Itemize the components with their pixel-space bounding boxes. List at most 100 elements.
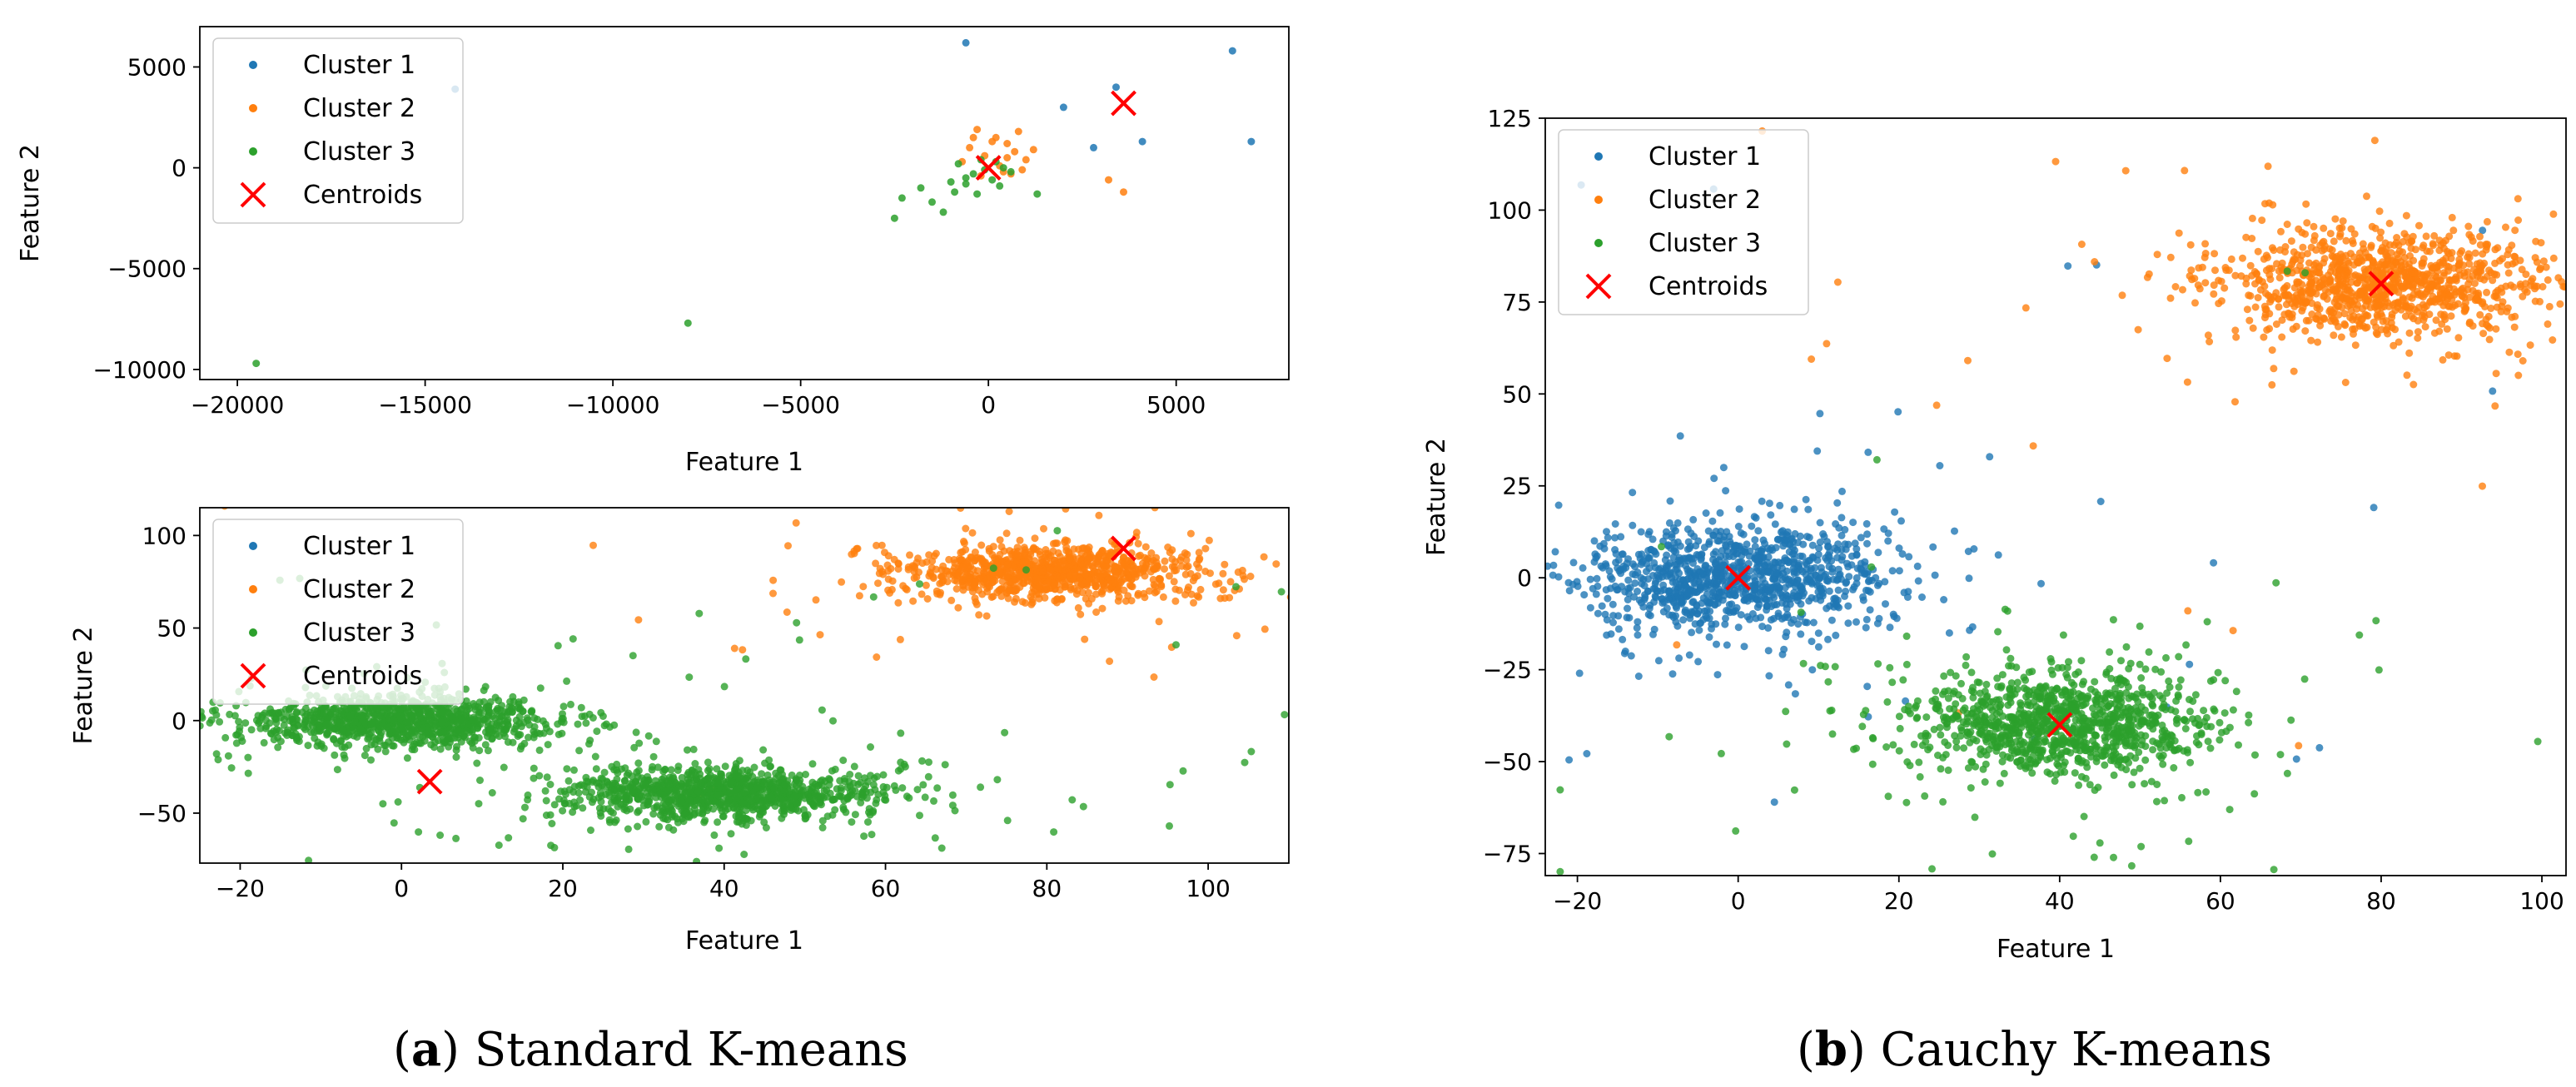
cluster-2-point (1013, 544, 1022, 552)
cluster-3-point (214, 756, 222, 764)
cluster-2-point (2195, 264, 2203, 272)
cluster-1-point (1733, 549, 1742, 558)
cluster-2-point (2217, 297, 2225, 305)
cluster-2-point (2519, 292, 2527, 300)
cluster-3-point (818, 706, 826, 714)
cluster-1-point (1592, 590, 1600, 598)
cluster-2-point (1032, 590, 1041, 598)
cluster-3-point (725, 772, 734, 780)
cluster-3-point (302, 717, 311, 725)
cluster-3-point (941, 761, 949, 769)
x-axis-label: Feature 1 (685, 926, 803, 955)
cluster-2-point (2405, 349, 2414, 357)
points-group (1545, 127, 2566, 876)
cluster-3-point (879, 771, 888, 779)
cluster-1-point (1900, 588, 1908, 597)
cluster-2-point (2331, 215, 2340, 223)
cluster-3-point (359, 717, 367, 725)
cluster-1-point (1913, 562, 1922, 570)
cluster-2-point (1092, 608, 1101, 616)
cluster-3-point (451, 705, 460, 713)
cluster-1-point (1888, 567, 1897, 575)
cluster-1-point (1788, 619, 1795, 627)
cluster-3-point (394, 798, 402, 806)
cluster-2-point (995, 568, 1003, 577)
cluster-1-point (1758, 547, 1766, 555)
cluster-3-point (159, 736, 167, 743)
cluster-1-point (1866, 606, 1874, 614)
cluster-3-point (476, 777, 484, 784)
cluster-2-point (2465, 293, 2474, 301)
cluster-1-point (1897, 517, 1905, 525)
cluster-2-point (2432, 316, 2440, 325)
cluster-1-point (1824, 635, 1832, 643)
cluster-3-point (644, 732, 653, 740)
cluster-3-point (510, 697, 518, 706)
cluster-1-point (1808, 638, 1816, 646)
cluster-3-point (560, 787, 569, 796)
cluster-2-point (2201, 240, 2210, 248)
cluster-3-point (684, 319, 692, 327)
cluster-2-point (1005, 508, 1013, 515)
cluster-3-point (515, 712, 524, 721)
cluster-1-point (1824, 542, 1833, 550)
cluster-1-point (1676, 432, 1684, 440)
cluster-2-point (2421, 323, 2429, 331)
cluster-3-point (739, 789, 748, 797)
cluster-3-point (574, 720, 582, 728)
cluster-3-point (634, 808, 642, 816)
cluster-3-point (918, 757, 926, 765)
cluster-2-point (1156, 575, 1165, 583)
cluster-3-point (714, 779, 723, 787)
cluster-2-point (2519, 357, 2527, 365)
cluster-3-point (351, 725, 359, 733)
cluster-2-point (1141, 543, 1150, 551)
cluster-3-point (699, 796, 707, 804)
cluster-1-point (1817, 596, 1825, 604)
cluster-3-point (367, 741, 375, 749)
cluster-1-point (1825, 587, 1833, 595)
cluster-2-point (2201, 279, 2210, 287)
cluster-3-point (948, 802, 957, 810)
cluster-2-point (965, 578, 973, 587)
cluster-2-point (1062, 536, 1070, 544)
cluster-2-point (939, 572, 947, 580)
cluster-2-point (1012, 594, 1020, 603)
cluster-3-point (697, 781, 705, 789)
cluster-3-point (925, 758, 932, 767)
cluster-3-point (718, 807, 726, 815)
cluster-1-point (1549, 571, 1557, 579)
cluster-3-point (455, 727, 462, 735)
cluster-2-point (2091, 258, 2099, 266)
cluster-3-point (778, 863, 786, 871)
cluster-2-point (2302, 200, 2310, 208)
cluster-2-point (2290, 248, 2298, 256)
cluster-1-point (2064, 262, 2072, 271)
cluster-1-point (1687, 529, 1695, 538)
cluster-2-point (784, 542, 792, 550)
cluster-3-point (501, 732, 509, 741)
cluster-2-point (1085, 554, 1093, 563)
cluster-3-point (709, 805, 718, 813)
cluster-2-point (1027, 593, 1035, 601)
cluster-1-point (1770, 558, 1778, 566)
cluster-3-point (212, 711, 221, 719)
cluster-2-point (2430, 231, 2439, 240)
cluster-3-point (653, 803, 661, 812)
cluster-3-point (313, 742, 321, 750)
cluster-3-point (1068, 796, 1077, 804)
cluster-2-point (1011, 147, 1019, 156)
cluster-2-point (1062, 547, 1071, 555)
cluster-3-point (732, 763, 740, 772)
cluster-2-point (945, 571, 953, 578)
cluster-3-point (414, 725, 422, 733)
cluster-3-point (1277, 588, 1286, 596)
cluster-2-point (966, 143, 974, 151)
cluster-3-point (988, 176, 997, 184)
cluster-2-point (2272, 320, 2280, 328)
cluster-3-point (717, 798, 725, 807)
cluster-3-point (705, 765, 714, 773)
cluster-1-point (1624, 576, 1633, 584)
cluster-3-point (766, 779, 774, 787)
